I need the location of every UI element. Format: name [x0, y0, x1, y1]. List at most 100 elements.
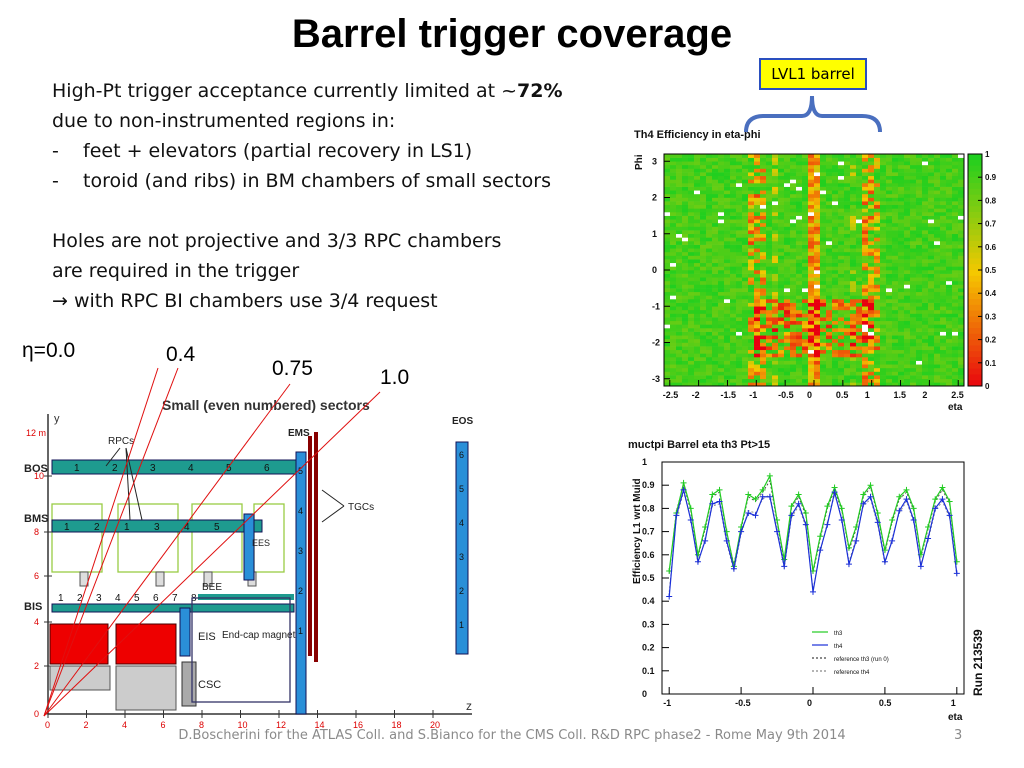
- heatmap-cell: [796, 338, 803, 343]
- heatmap-cell: [892, 382, 899, 387]
- heatmap-cell: [916, 190, 923, 195]
- heatmap-cell: [808, 299, 815, 303]
- heatmap-cell: [796, 212, 803, 216]
- heatmap-cell: [688, 291, 695, 296]
- linechart-y-tick-label: 0.1: [642, 666, 655, 676]
- heatmap-cell: [712, 233, 719, 238]
- linechart-x-tick-label: 0: [807, 698, 812, 708]
- heatmap-cell: [772, 371, 779, 376]
- heatmap-cell: [898, 193, 905, 198]
- heatmap-cell: [898, 266, 905, 271]
- heatmap-cell: [928, 302, 935, 307]
- heatmap-cell: [778, 161, 785, 166]
- colorbar-segment: [968, 362, 982, 370]
- heatmap-cell: [934, 299, 941, 303]
- heatmap-cell: [856, 212, 863, 216]
- heatmap-cell: [784, 179, 791, 184]
- heatmap-cell: [916, 353, 923, 358]
- linechart-series: [666, 472, 960, 600]
- heatmap-cell: [838, 233, 845, 238]
- colorbar-tick-label: 0.6: [985, 243, 997, 252]
- heatmap-cell: [712, 291, 719, 296]
- heatmap-cell: [826, 168, 833, 173]
- heatmap-cell: [910, 168, 917, 173]
- heatmap-cell: [676, 266, 683, 271]
- heatmap-cell: [700, 306, 707, 311]
- heatmap-cell: [838, 324, 845, 329]
- heatmap-cell: [880, 157, 887, 162]
- heatmap-cell: [922, 164, 929, 169]
- heatmap-cell: [820, 222, 827, 227]
- heatmap-cell: [820, 328, 827, 332]
- heatmap-cell: [700, 266, 707, 271]
- heatmap-cell: [844, 183, 851, 187]
- heatmap-cell: [952, 204, 959, 209]
- heatmap-cell: [802, 230, 809, 235]
- heatmap-cell: [796, 328, 803, 332]
- chamber-number: 5: [226, 463, 232, 474]
- heatmap-cell: [784, 208, 791, 213]
- heatmap-cell: [766, 251, 773, 256]
- heatmap-cell: [880, 259, 887, 264]
- colorbar-segment: [968, 200, 982, 207]
- heatmap-cell: [814, 190, 821, 195]
- heatmap-cell: [754, 219, 761, 224]
- heatmap-cell: [934, 175, 941, 180]
- heatmap-cell: [922, 364, 929, 369]
- heatmap-cell: [676, 364, 683, 369]
- heatmap-cell: [772, 309, 779, 314]
- heatmap-cell: [748, 313, 755, 318]
- heatmap-cell: [670, 208, 677, 213]
- heatmap-cell: [772, 357, 779, 361]
- heatmap-cell: [664, 237, 671, 242]
- heatmap-cell: [676, 270, 683, 274]
- heatmap-cell: [742, 175, 749, 180]
- heatmap-cell: [682, 255, 689, 260]
- heatmap-cell: [664, 197, 671, 202]
- heatmap-cell: [748, 164, 755, 169]
- heatmap-cell: [868, 230, 875, 235]
- heatmap-cell: [910, 360, 917, 365]
- heatmap-cell: [802, 367, 809, 372]
- heatmap-cell: [814, 259, 821, 264]
- colorbar-segment: [968, 194, 982, 201]
- heatmap-cell: [856, 230, 863, 235]
- heatmap-cell: [694, 309, 701, 314]
- heatmap-cell: [718, 342, 725, 347]
- heatmap-cell: [688, 226, 695, 231]
- heatmap-cell: [742, 353, 749, 358]
- heatmap-cell: [934, 360, 941, 365]
- heatmap-cell: [868, 273, 875, 278]
- z-tick-label: 4: [122, 720, 127, 728]
- heatmap-cell: [730, 309, 737, 314]
- heatmap-cell: [922, 212, 929, 216]
- heatmap-cell: [910, 349, 917, 354]
- heatmap-cell: [748, 219, 755, 224]
- heatmap-cell: [856, 313, 863, 318]
- heatmap-cell: [772, 262, 779, 267]
- heatmap-cell: [718, 186, 725, 191]
- heatmap-cell: [874, 324, 881, 329]
- heatmap-cell: [940, 324, 947, 329]
- heatmap-cell: [808, 378, 815, 383]
- heatmap-cell: [814, 371, 821, 376]
- heatmap-cell: [784, 197, 791, 202]
- heatmap-cell: [730, 313, 737, 318]
- heatmap-cell: [730, 295, 737, 300]
- heatmap-cell: [946, 201, 953, 206]
- heatmap-cell: [916, 241, 923, 245]
- heatmap-cell: [838, 299, 845, 303]
- heatmap-cell: [910, 215, 917, 220]
- heatmap-cell: [682, 317, 689, 322]
- heatmap-y-tick-label: 1: [652, 229, 657, 239]
- heatmap-cell: [910, 299, 917, 303]
- heatmap-cell: [706, 244, 713, 249]
- heatmap-cell: [670, 313, 677, 318]
- heatmap-cell: [664, 219, 671, 224]
- heatmap-cell: [892, 204, 899, 209]
- heatmap-cell: [832, 175, 839, 180]
- heatmap-cell: [940, 204, 947, 209]
- heatmap-cell: [802, 288, 809, 293]
- heatmap-cell: [892, 219, 899, 224]
- heatmap-cell: [670, 237, 677, 242]
